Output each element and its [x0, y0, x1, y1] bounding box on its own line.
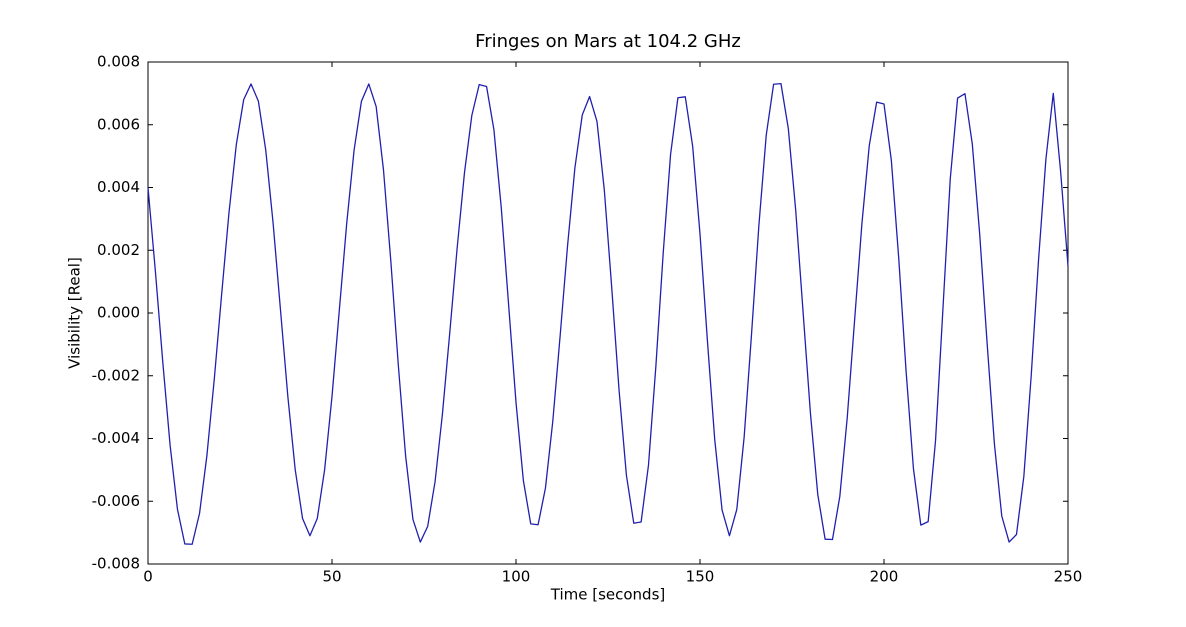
- x-axis-label: Time [seconds]: [550, 586, 666, 604]
- x-tick-label: 150: [686, 568, 715, 586]
- x-tick-label: 0: [143, 568, 153, 586]
- y-tick-label: 0.006: [97, 115, 140, 133]
- chart-title: Fringes on Mars at 104.2 GHz: [475, 31, 741, 52]
- y-tick-label: -0.004: [92, 429, 140, 447]
- x-tick-label: 200: [870, 568, 899, 586]
- y-tick-label: -0.008: [92, 555, 140, 573]
- y-tick-label: 0.002: [97, 241, 140, 259]
- data-line: [147, 83, 1069, 545]
- y-tick-label: 0.000: [97, 304, 140, 322]
- y-tick-label: 0.004: [97, 178, 140, 196]
- plot-frame: [147, 61, 1069, 565]
- y-tick-label: 0.008: [97, 53, 140, 71]
- x-tick-label: 100: [502, 568, 531, 586]
- y-axis-label: Visibility [Real]: [66, 257, 84, 369]
- y-tick-label: -0.006: [92, 492, 140, 510]
- x-tick-label: 50: [322, 568, 341, 586]
- y-tick-label: -0.002: [92, 366, 140, 384]
- x-tick-label: 250: [1054, 568, 1083, 586]
